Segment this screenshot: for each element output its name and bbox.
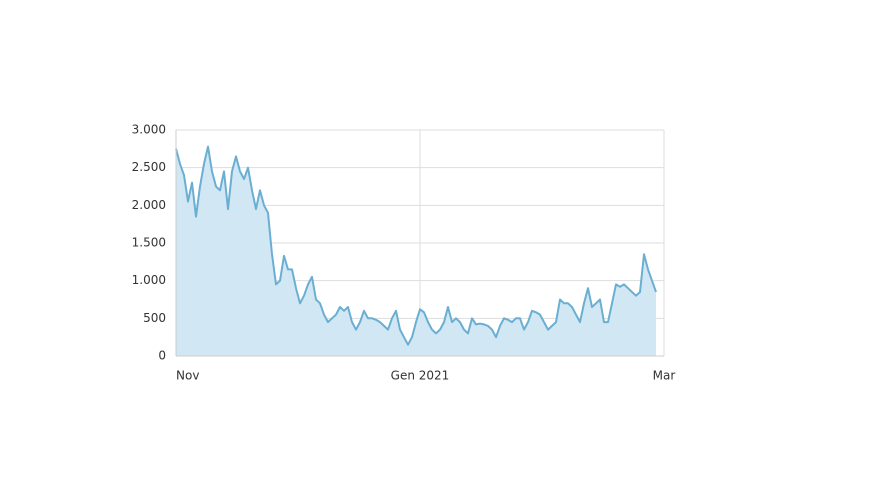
y-tick-label: 3.000	[132, 123, 166, 137]
y-tick-label: 2.000	[132, 198, 166, 212]
area-fill	[176, 146, 656, 356]
y-tick-label: 1.000	[132, 273, 166, 287]
y-tick-label: 1.500	[132, 236, 166, 250]
y-tick-label: 0	[158, 349, 166, 363]
x-tick-label: Mar	[653, 369, 676, 383]
area-line	[175, 145, 657, 346]
y-tick-label: 2.500	[132, 160, 166, 174]
x-tick-label: Nov	[176, 369, 199, 383]
y-tick-label: 500	[143, 311, 166, 325]
x-tick-label: Gen 2021	[391, 369, 450, 383]
